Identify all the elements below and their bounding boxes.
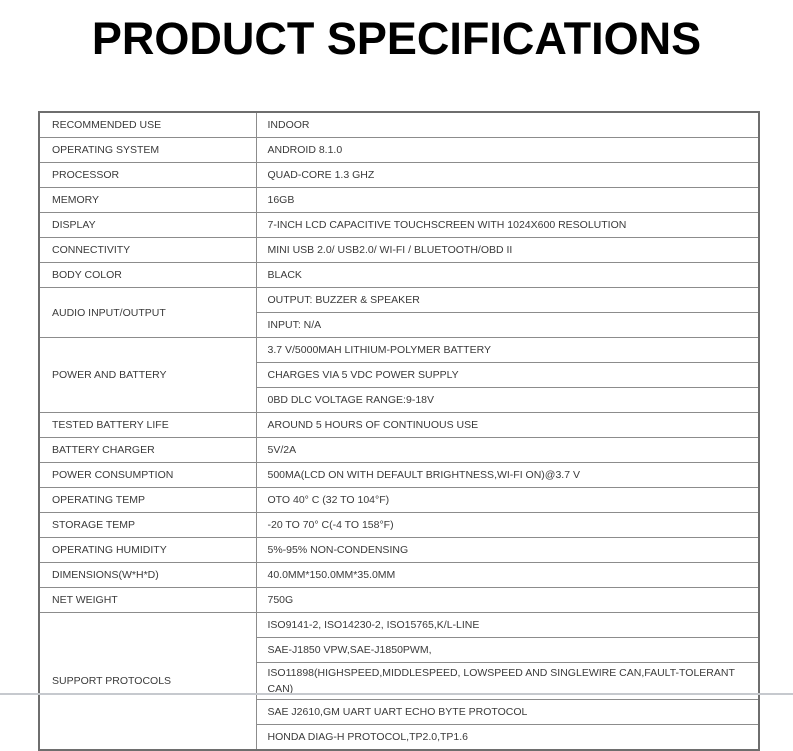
spec-row: TESTED BATTERY LIFE AROUND 5 HOURS OF CON… bbox=[38, 412, 760, 438]
spec-label: PROCESSOR bbox=[38, 162, 257, 188]
spec-row: RECOMMENDED USE INDOOR bbox=[38, 111, 760, 138]
spec-table: RECOMMENDED USE INDOOR OPERATING SYSTEM AND… bbox=[38, 111, 760, 751]
spec-label: CONNECTIVITY bbox=[38, 237, 257, 263]
spec-label: DISPLAY bbox=[38, 212, 257, 238]
spec-value: ANDROID 8.1.0 bbox=[255, 137, 760, 163]
spec-row: MEMORY 16GB bbox=[38, 187, 760, 213]
spec-label: AUDIO INPUT/OUTPUT bbox=[38, 287, 257, 338]
spec-row: SUPPORT PROTOCOLS ISO9141-2, ISO14230-2, … bbox=[38, 612, 760, 751]
spec-row: OPERATING HUMIDITY 5%-95% NON-CONDENSING bbox=[38, 537, 760, 563]
spec-row: BATTERY CHARGER 5V/2A bbox=[38, 437, 760, 463]
spec-value: 5V/2A bbox=[255, 437, 760, 463]
spec-value: 0BD DLC VOLTAGE RANGE:9-18V bbox=[255, 387, 760, 413]
spec-value: OUTPUT: BUZZER & SPEAKER bbox=[255, 287, 760, 313]
page-title: PRODUCT SPECIFICATIONS bbox=[91, 13, 702, 64]
spec-row: POWER AND BATTERY 3.7 V/5000MAH LITHIUM-P… bbox=[38, 337, 760, 413]
spec-row: PROCESSOR QUAD-CORE 1.3 GHZ bbox=[38, 162, 760, 188]
spec-value: BLACK bbox=[255, 262, 760, 288]
spec-value: 7-INCH LCD CAPACITIVE TOUCHSCREEN WITH 1… bbox=[255, 212, 760, 238]
spec-row: OPERATING TEMP OTO 40° C (32 TO 104°F) bbox=[38, 487, 760, 513]
spec-label: OPERATING HUMIDITY bbox=[38, 537, 257, 563]
spec-value: INPUT: N/A bbox=[255, 312, 760, 338]
spec-label: SUPPORT PROTOCOLS bbox=[38, 612, 257, 751]
spec-row: DIMENSIONS(W*H*D) 40.0MM*150.0MM*35.0MM bbox=[38, 562, 760, 588]
spec-value: 40.0MM*150.0MM*35.0MM bbox=[255, 562, 760, 588]
spec-value: QUAD-CORE 1.3 GHZ bbox=[255, 162, 760, 188]
spec-value: AROUND 5 HOURS OF CONTINUOUS USE bbox=[255, 412, 760, 438]
spec-label: RECOMMENDED USE bbox=[38, 111, 257, 138]
spec-value: SAE J2610,GM UART UART ECHO BYTE PROTOCO… bbox=[255, 699, 760, 725]
bottom-divider-bar bbox=[0, 693, 793, 695]
spec-value: INDOOR bbox=[255, 111, 760, 138]
spec-label: BATTERY CHARGER bbox=[38, 437, 257, 463]
spec-label: STORAGE TEMP bbox=[38, 512, 257, 538]
spec-label: DIMENSIONS(W*H*D) bbox=[38, 562, 257, 588]
spec-row: OPERATING SYSTEM ANDROID 8.1.0 bbox=[38, 137, 760, 163]
spec-row: NET WEIGHT 750G bbox=[38, 587, 760, 613]
spec-value: 5%-95% NON-CONDENSING bbox=[255, 537, 760, 563]
spec-row: SAE-J1850 VPW,SAE-J1850PWM, bbox=[39, 637, 760, 663]
spec-value: 750G bbox=[255, 587, 760, 613]
spec-table-body: RECOMMENDED USE INDOOR OPERATING SYSTEM AND… bbox=[38, 111, 760, 751]
spec-label: POWER AND BATTERY bbox=[38, 337, 257, 413]
spec-row: CHARGES VIA 5 VDC POWER SUPPLY bbox=[39, 362, 760, 388]
spec-value: CHARGES VIA 5 VDC POWER SUPPLY bbox=[255, 362, 760, 388]
spec-row: STORAGE TEMP -20 TO 70° C(-4 TO 158°F) bbox=[38, 512, 760, 538]
spec-label: OPERATING TEMP bbox=[38, 487, 257, 513]
spec-value: MINI USB 2.0/ USB2.0/ WI-FI / BLUETOOTH/… bbox=[255, 237, 760, 263]
spec-table-container: RECOMMENDED USE INDOOR OPERATING SYSTEM AND… bbox=[38, 111, 760, 751]
spec-value: SAE-J1850 VPW,SAE-J1850PWM, bbox=[255, 637, 760, 663]
spec-row: DISPLAY 7-INCH LCD CAPACITIVE TOUCHSCREEN… bbox=[38, 212, 760, 238]
spec-value: 3.7 V/5000MAH LITHIUM-POLYMER BATTERY bbox=[255, 337, 760, 363]
spec-value: 500MA(LCD ON WITH DEFAULT BRIGHTNESS,WI-… bbox=[255, 462, 760, 488]
spec-value: ISO9141-2, ISO14230-2, ISO15765,K/L-LINE bbox=[255, 612, 760, 638]
spec-value: -20 TO 70° C(-4 TO 158°F) bbox=[255, 512, 760, 538]
spec-label: POWER CONSUMPTION bbox=[38, 462, 257, 488]
spec-label: BODY COLOR bbox=[38, 262, 257, 288]
spec-row: BODY COLOR BLACK bbox=[38, 262, 760, 288]
spec-label: OPERATING SYSTEM bbox=[38, 137, 257, 163]
spec-row: AUDIO INPUT/OUTPUT OUTPUT: BUZZER & SPEAK… bbox=[38, 287, 760, 338]
spec-value: 16GB bbox=[255, 187, 760, 213]
spec-value: HONDA DIAG-H PROTOCOL,TP2.0,TP1.6 bbox=[255, 724, 760, 751]
spec-label: NET WEIGHT bbox=[38, 587, 257, 613]
spec-row: POWER CONSUMPTION 500MA(LCD ON WITH DEFAU… bbox=[38, 462, 760, 488]
spec-label: TESTED BATTERY LIFE bbox=[38, 412, 257, 438]
spec-row: CONNECTIVITY MINI USB 2.0/ USB2.0/ WI-FI … bbox=[38, 237, 760, 263]
spec-label: MEMORY bbox=[38, 187, 257, 213]
spec-row: INPUT: N/A bbox=[39, 312, 760, 338]
spec-value: OTO 40° C (32 TO 104°F) bbox=[255, 487, 760, 513]
